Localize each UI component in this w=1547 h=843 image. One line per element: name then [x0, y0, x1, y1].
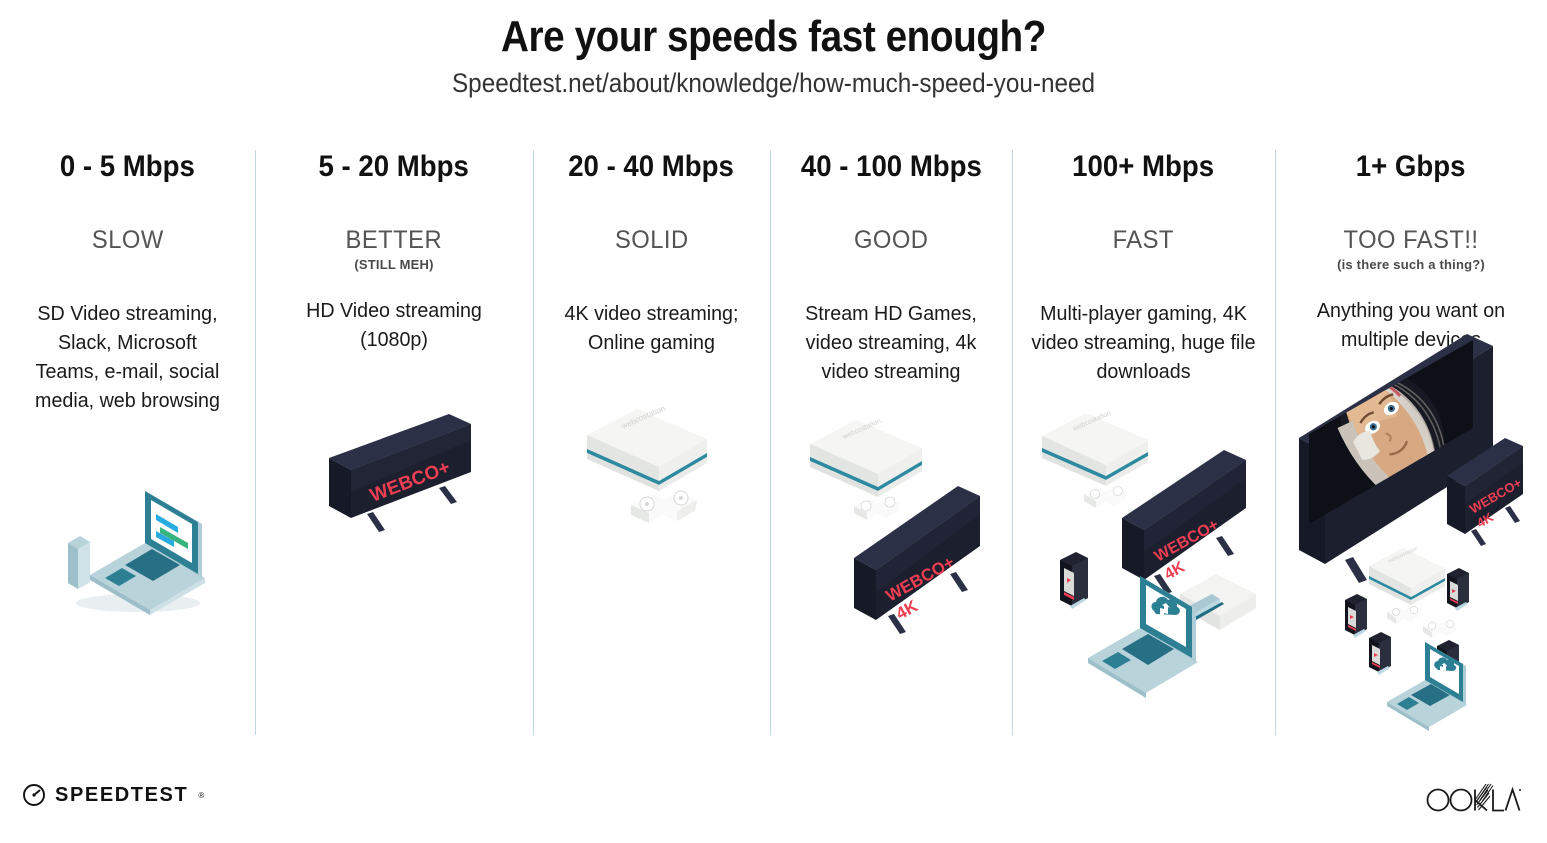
- column-description: Multi-player gaming, 4K video streaming,…: [1031, 302, 1256, 383]
- laptop-cloud-icon: [1088, 576, 1198, 698]
- column-illustration: WEBCO+ 4K webcostation: [1283, 334, 1539, 738]
- column-range-label: 1+ Gbps: [1356, 150, 1466, 183]
- laptop-icon: [68, 491, 205, 615]
- speedometer-icon: [23, 784, 45, 806]
- speed-column-0-5-mbps: 0 - 5 Mbps SLOW SD Video streaming, Slac…: [0, 138, 255, 738]
- tv-screen-text-line2: 4K: [1474, 509, 1496, 531]
- gamepad-icon: [1423, 620, 1457, 638]
- column-description: 4K video streaming; Online gaming: [564, 302, 739, 354]
- ookla-logo[interactable]: [1425, 781, 1521, 820]
- phone-icon: [1447, 568, 1469, 611]
- console-gamepad-tv-icon: webcostation: [810, 418, 980, 634]
- column-description: Anything you want on multiple devices: [1316, 299, 1506, 351]
- page-title: Are your speeds fast enough?: [501, 12, 1046, 61]
- footer: SPEEDTEST ®: [0, 773, 1547, 843]
- column-rating-label: SLOW: [91, 226, 164, 254]
- column-rating-label: SOLID: [614, 226, 689, 254]
- column-illustration: webcostation: [778, 386, 1004, 738]
- console-icon: webcostation: [1042, 410, 1148, 486]
- console-gamepad-icon: webcostation: [587, 404, 707, 523]
- phone-icon: [1060, 552, 1088, 609]
- speed-column-100-plus-mbps: 100+ Mbps FAST Multi-player gaming, 4K v…: [1012, 138, 1275, 738]
- gamepad-icon: [631, 490, 697, 523]
- gamepad-icon: [1084, 486, 1127, 508]
- column-rating-label: FAST: [1112, 226, 1175, 254]
- tv-webco-4k-icon: WEBCO+ 4K: [1122, 450, 1246, 594]
- speed-column-5-20-mbps: 5 - 20 Mbps BETTER (STILL MEH) HD Video …: [255, 138, 533, 738]
- column-rating-sublabel: (is there such a thing?): [1337, 257, 1485, 272]
- phone-icon: [1369, 632, 1391, 675]
- tv-webco-icon: WEBCO+: [329, 414, 471, 532]
- speed-column-1-plus-gbps: 1+ Gbps TOO FAST!! (is there such a thin…: [1275, 138, 1547, 738]
- gamepad-icon: [1387, 606, 1421, 624]
- laptop-cloud-icon: [1387, 642, 1467, 731]
- ookla-wordmark-icon: [1426, 783, 1521, 812]
- column-description: HD Video streaming (1080p): [306, 299, 482, 351]
- speaker-icon: [1174, 574, 1256, 630]
- speedtest-logo[interactable]: SPEEDTEST ®: [22, 783, 204, 807]
- gamepad-icon: [854, 496, 900, 520]
- all-devices-icon: WEBCO+ 4K webcostation: [1299, 334, 1525, 731]
- column-range-label: 5 - 20 Mbps: [318, 150, 470, 183]
- column-range-label: 40 - 100 Mbps: [800, 150, 982, 183]
- console-icon: webcostation: [1369, 546, 1445, 605]
- column-illustration: webcostation: [1020, 386, 1267, 738]
- header: Are your speeds fast enough? Speedtest.n…: [0, 0, 1547, 99]
- column-illustration: webcostation: [541, 357, 762, 738]
- column-illustration: WEBCO+: [263, 354, 525, 738]
- tv-webco-4k-icon: WEBCO+ 4K: [1447, 438, 1525, 546]
- speed-column-40-100-mbps: 40 - 100 Mbps GOOD Stream HD Games, vide…: [770, 138, 1012, 738]
- column-description: SD Video streaming, Slack, Microsoft Tea…: [35, 302, 220, 412]
- console-icon: webcostation: [587, 404, 707, 491]
- column-description: Stream HD Games, video streaming, 4k vid…: [805, 302, 977, 383]
- phone-icon: [1345, 594, 1367, 638]
- speedtest-trademark: ®: [198, 790, 205, 800]
- multi-device-icon: webcostation: [1042, 410, 1256, 698]
- speed-column-20-40-mbps: 20 - 40 Mbps SOLID 4K video streaming; O…: [533, 138, 770, 738]
- page-subtitle-url: Speedtest.net/about/knowledge/how-much-s…: [451, 68, 1096, 98]
- column-rating-sublabel: (STILL MEH): [354, 257, 434, 272]
- column-range-label: 20 - 40 Mbps: [568, 150, 735, 183]
- column-range-label: 100+ Mbps: [1072, 150, 1215, 183]
- column-rating-label: BETTER: [345, 226, 443, 254]
- column-illustration: [8, 415, 247, 738]
- speed-tier-columns: 0 - 5 Mbps SLOW SD Video streaming, Slac…: [0, 138, 1547, 738]
- console-icon: webcostation: [810, 418, 922, 497]
- column-rating-label: GOOD: [853, 226, 929, 254]
- column-range-label: 0 - 5 Mbps: [60, 150, 195, 183]
- column-rating-label: TOO FAST!!: [1343, 226, 1479, 254]
- speedtest-wordmark: SPEEDTEST: [55, 783, 189, 806]
